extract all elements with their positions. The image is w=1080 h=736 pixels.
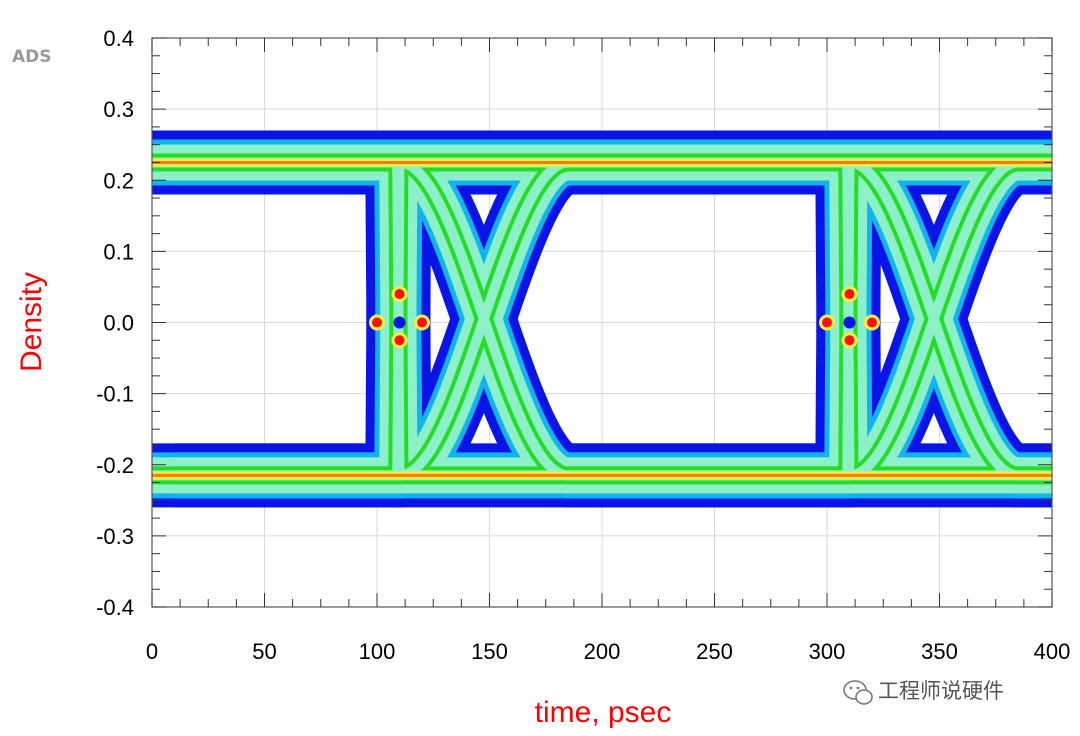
- crossing-hotspot: [844, 335, 855, 346]
- y-tick-label: 0.1: [103, 239, 134, 264]
- crossing-hotspot: [394, 335, 405, 346]
- ads-logo: ADS: [12, 47, 52, 67]
- x-tick-label: 0: [146, 639, 158, 664]
- y-tick-label: -0.4: [96, 595, 134, 620]
- y-tick-label: 0.2: [103, 168, 134, 193]
- crossing-hotspot: [844, 289, 855, 300]
- crossing-center: [843, 316, 856, 329]
- x-tick-label: 250: [696, 639, 733, 664]
- eye-density-plot: [152, 130, 1052, 508]
- crossing-center: [393, 316, 406, 329]
- watermark-text: 工程师说硬件: [878, 679, 1004, 703]
- y-tick-label: -0.3: [96, 524, 134, 549]
- wechat-icon: [843, 680, 873, 705]
- crossing-hotspot: [372, 317, 382, 328]
- x-tick-label: 200: [584, 639, 621, 664]
- crossing-hotspot: [394, 289, 405, 300]
- x-tick-label: 400: [1034, 639, 1071, 664]
- x-tick-label: 300: [809, 639, 846, 664]
- x-axis-tick-labels: 0 50 100 150 200 250 300 350 400: [146, 639, 1070, 664]
- x-axis-title: time, psec: [535, 696, 672, 729]
- crossing-hotspot: [867, 317, 877, 328]
- x-tick-label: 50: [252, 639, 276, 664]
- y-axis-tick-labels: 0.4 0.3 0.2 0.1 0.0 -0.1 -0.2 -0.3 -0.4: [96, 26, 134, 620]
- x-tick-label: 350: [921, 639, 958, 664]
- y-tick-label: -0.2: [96, 453, 134, 478]
- y-tick-label: 0.3: [103, 97, 134, 122]
- crossing-hotspot: [822, 317, 832, 328]
- watermark: 工程师说硬件: [843, 679, 1004, 705]
- axis-ticks: [151, 37, 1053, 608]
- y-tick-label: 0.0: [103, 311, 134, 336]
- x-tick-label: 150: [471, 639, 508, 664]
- y-tick-label: 0.4: [103, 26, 134, 51]
- crossing-hotspot: [417, 317, 427, 328]
- y-axis-title: Density: [15, 272, 48, 372]
- y-tick-label: -0.1: [96, 382, 134, 407]
- x-tick-label: 100: [359, 639, 396, 664]
